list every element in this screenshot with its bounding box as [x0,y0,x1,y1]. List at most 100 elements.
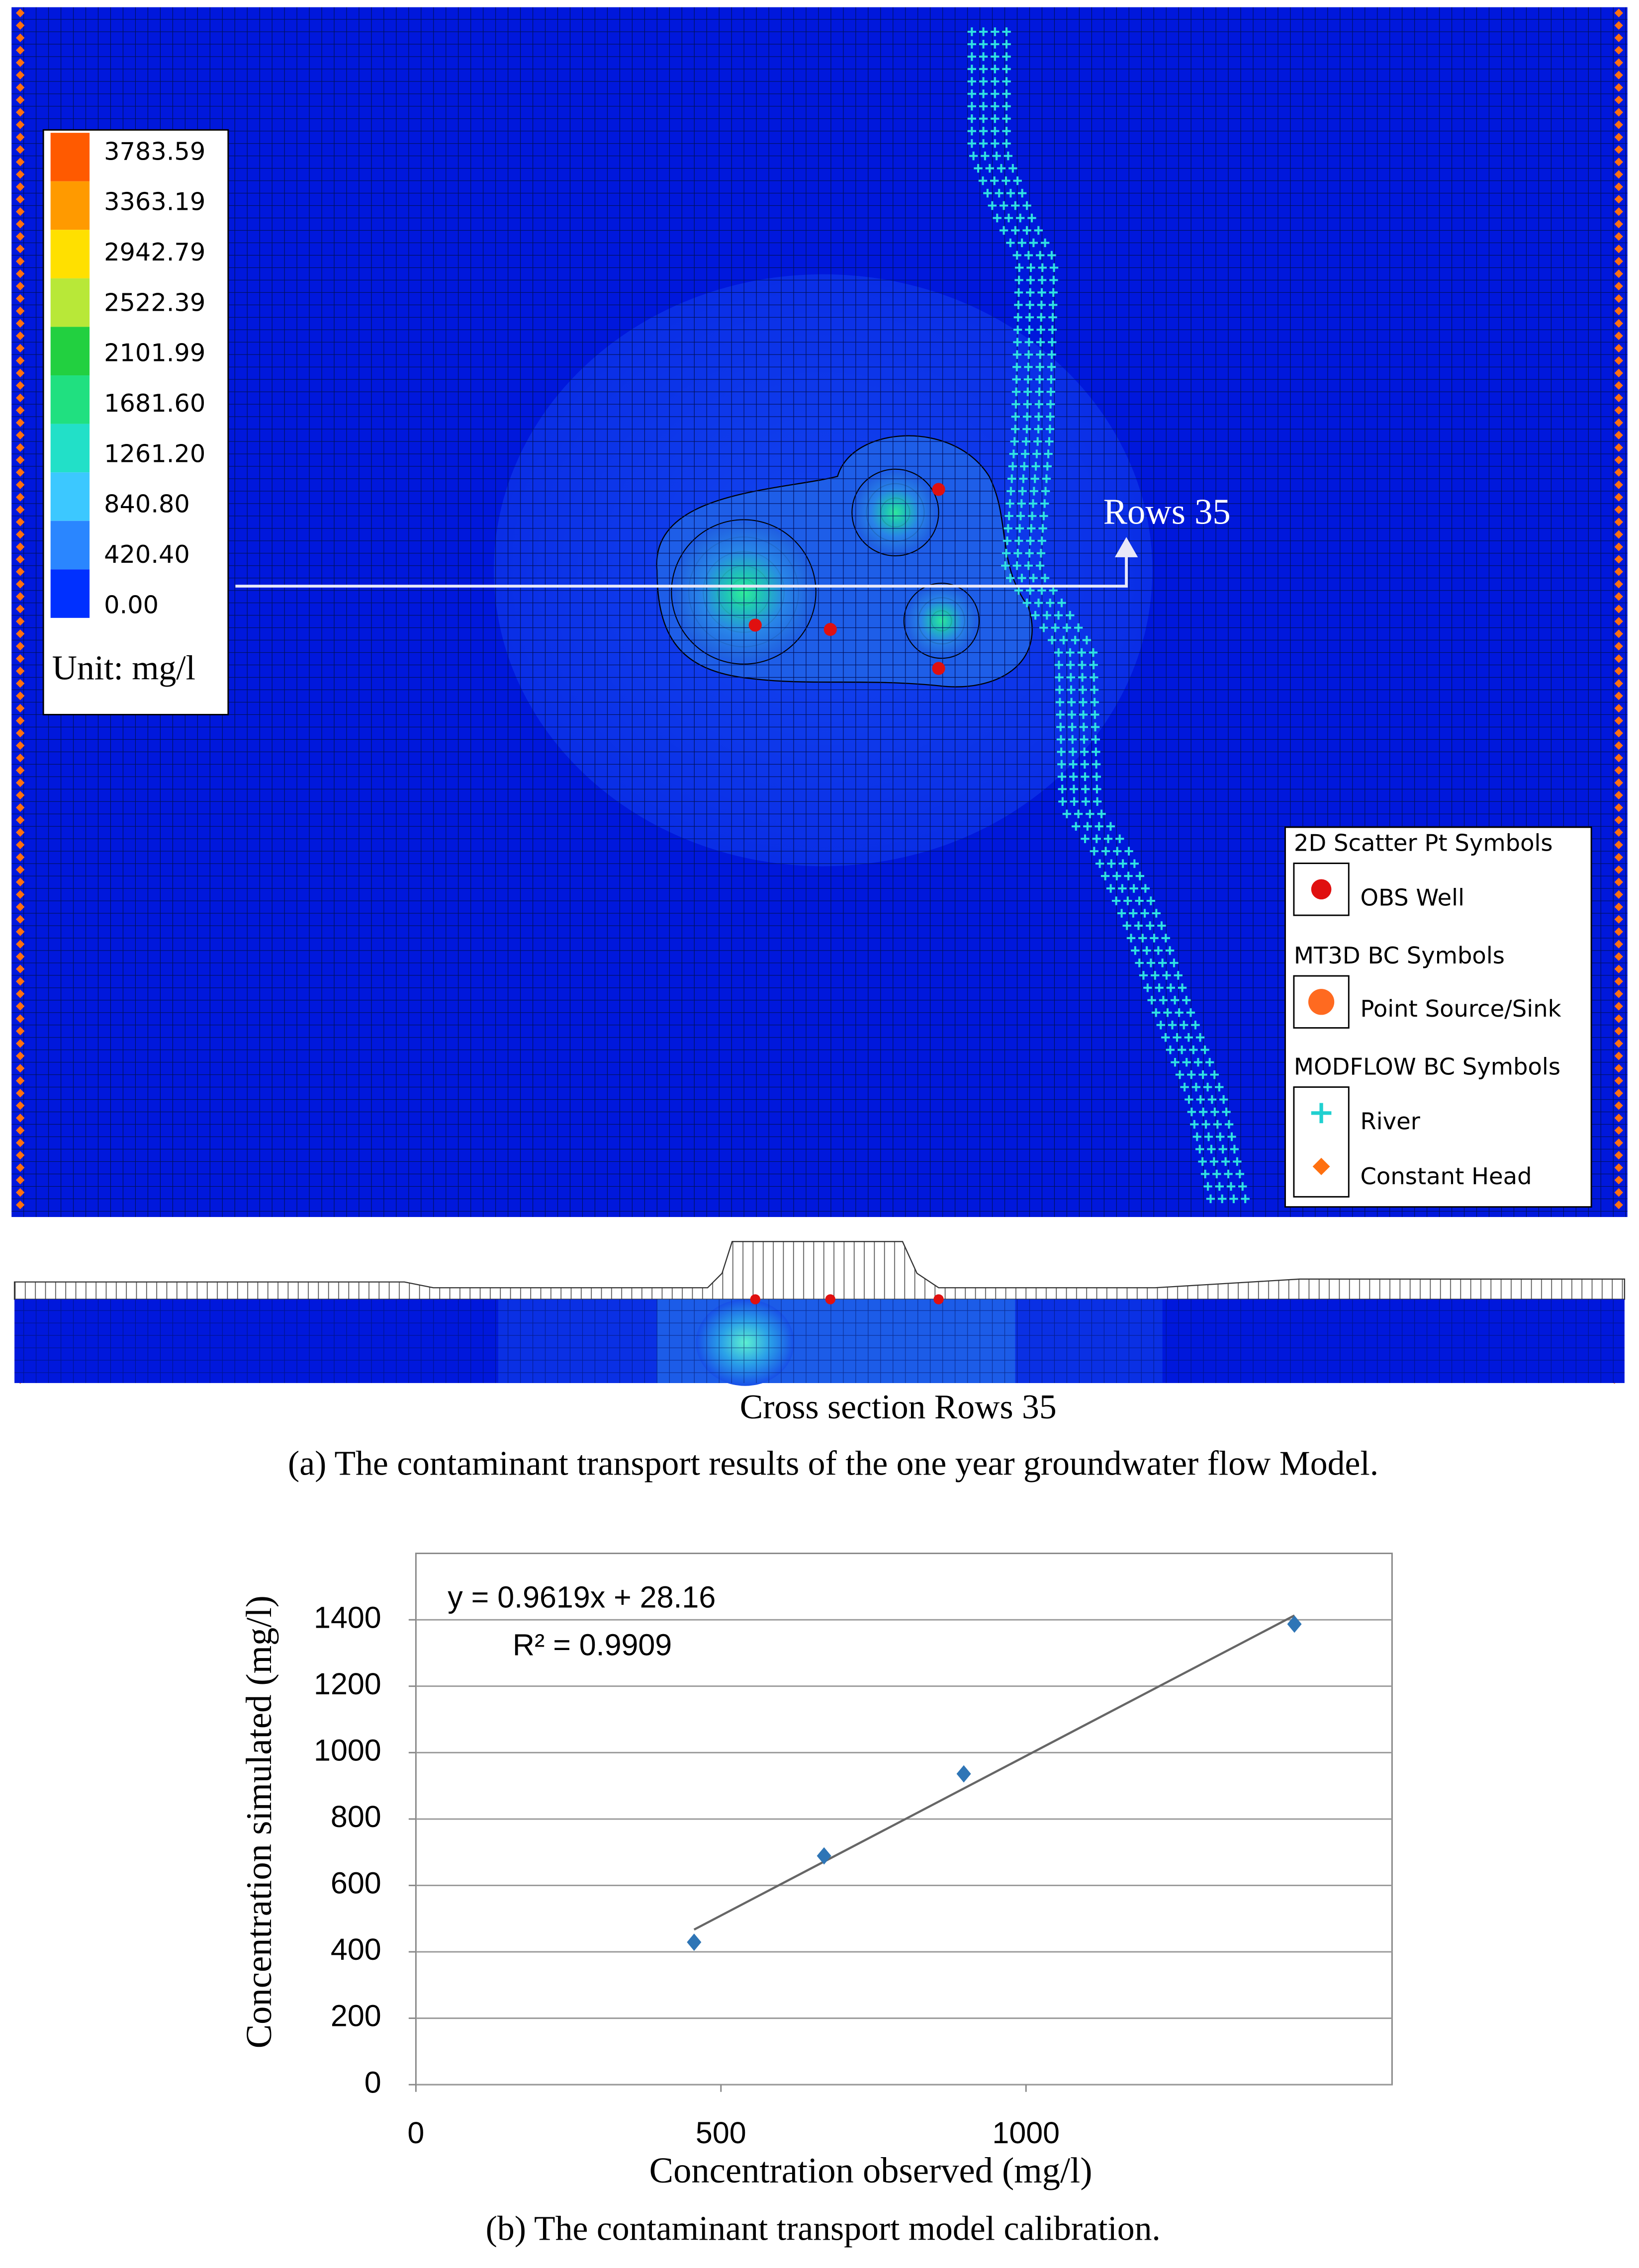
river-cell [1023,387,1032,396]
constant-head [1614,1175,1624,1185]
constant-head [15,331,25,341]
river-cell [1047,350,1056,359]
river-cell [1038,263,1047,272]
river-cell [1058,797,1067,806]
y-tick-label: 800 [331,1800,381,1833]
constant-head [1614,381,1624,390]
river-cell [1047,375,1056,384]
constant-head [15,158,25,167]
river-cell [991,77,1000,86]
constant-head [15,21,25,30]
river-cell [1210,1107,1219,1117]
constant-head [15,1039,25,1048]
constant-head [1614,418,1624,427]
river-cell [1146,896,1156,905]
colorbar: 3783.59 3363.19 2942.79 2522.39 2101.99 1681.… [50,133,205,619]
river-cell [1056,710,1065,719]
river-cell [1230,1144,1239,1154]
river-cell [1151,971,1160,980]
river-cell [1017,238,1026,248]
river-cell [1046,400,1055,409]
constant-head [1614,567,1624,576]
river-cell [1118,884,1127,893]
river-cell [1010,425,1020,434]
river-cell [1038,524,1047,533]
legend-icon [1312,1157,1330,1175]
constant-head [15,195,25,204]
constant-head [1614,716,1624,725]
river-cell [1069,760,1078,769]
constant-head [15,406,25,415]
river-cell [1002,549,1011,558]
river-cell [1093,785,1101,793]
constant-head [15,306,25,316]
colorbar-bin [50,327,90,376]
river-cell [993,213,1002,223]
river-cell [991,65,1000,74]
constant-head [15,480,25,489]
constant-head [15,989,25,998]
river-cell [1058,785,1067,793]
section-top [13,1241,1626,1300]
river-cell [1051,623,1060,632]
constant-head [1614,207,1624,216]
constant-head [15,703,25,713]
constant-head [15,629,25,638]
river-cell [1013,176,1022,185]
river-cell [1017,499,1026,508]
river-cell [1131,946,1140,955]
constant-head [15,952,25,961]
river-cell [1207,1095,1217,1104]
river-cell [1221,1157,1230,1166]
x-tick-label: 1000 [992,2116,1060,2150]
river-cell [1014,300,1023,310]
data-point [687,1933,702,1951]
river-cell [1002,139,1011,148]
river-cell [969,151,978,161]
river-cell [1224,1169,1233,1179]
river-cell [1034,598,1043,608]
constant-head [15,418,25,427]
river-cell [1016,512,1025,521]
river-cell [1177,1045,1186,1054]
river-cell [1078,685,1087,695]
river-cell [1027,524,1036,533]
constant-head [1614,1089,1624,1098]
y-tick-label: 1400 [314,1600,381,1634]
river-cell [1036,338,1045,347]
river-cell [1009,449,1018,458]
constant-head [1614,1014,1624,1023]
river-cell [1001,561,1010,570]
river-cell [1036,350,1045,359]
river-cell [1180,1082,1189,1092]
constant-head [1614,406,1624,415]
river-cell [1027,512,1037,521]
river-cell [1029,238,1038,248]
river-cell [1056,735,1066,744]
constant-head [1614,642,1624,651]
constant-head [15,108,25,117]
constant-head [15,902,25,911]
constant-head [15,667,25,676]
constant-head [1614,542,1624,551]
river-cell [1049,288,1058,297]
river-cell [1124,847,1133,856]
river-cell [1034,400,1044,409]
constant-head [15,716,25,725]
obs-wells [748,483,945,675]
river-cell [1011,412,1020,421]
constant-head [1614,952,1624,961]
river-cell [1002,40,1011,49]
river-cell [1002,176,1010,185]
river-cell [1002,536,1012,545]
colorbar-bin [50,521,90,570]
river-cell [1156,1021,1165,1030]
constant-head [15,927,25,936]
constant-head [15,281,25,291]
river-cell [1195,1033,1205,1042]
river-cell [1010,437,1019,446]
river-cell [1203,1082,1212,1092]
river-cell [1175,1070,1184,1079]
river-cell [967,40,977,49]
river-cell [1003,151,1013,161]
